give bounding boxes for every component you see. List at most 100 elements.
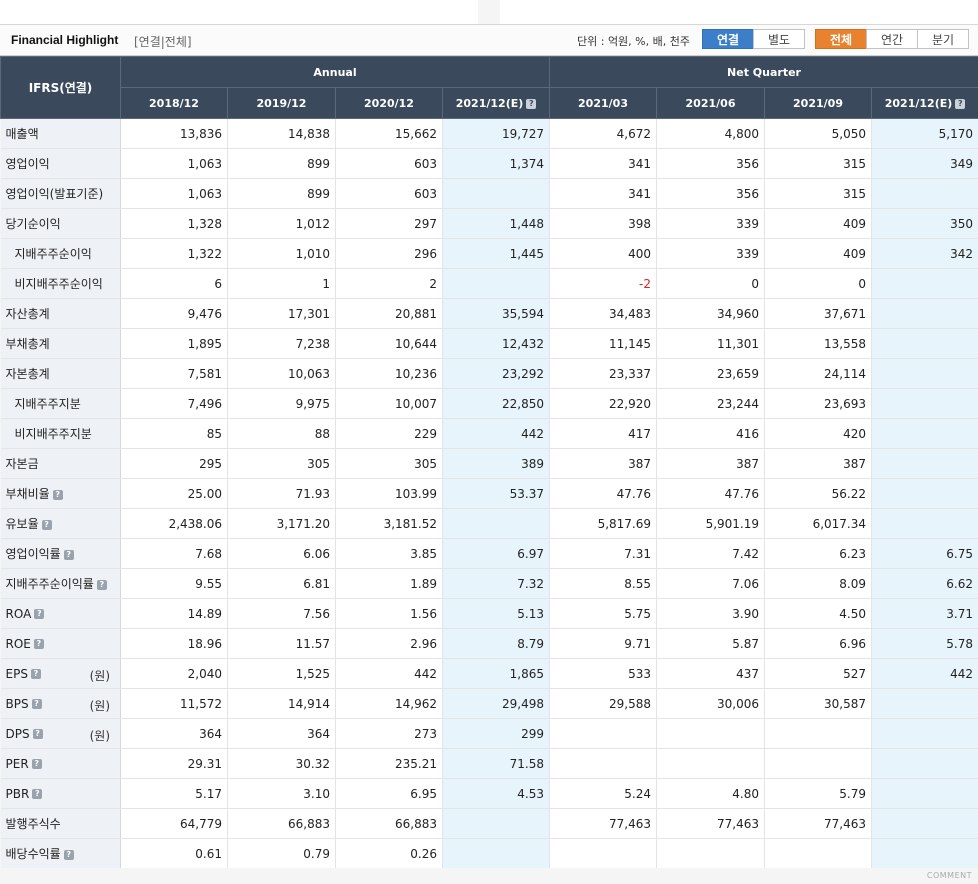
column-header-label: 2020/12 (364, 96, 414, 110)
row-label-cell: 지배주주지분 (0, 388, 121, 419)
value-cell: 4.53 (442, 778, 551, 809)
table-row: 영업이익률? 7.68 6.06 3.85 6.97 7.31 7.42 6.23 6.75 (0, 538, 978, 569)
value-cell (656, 718, 766, 749)
table-row: 지배주주순이익률? 9.55 6.81 1.89 7.32 8.55 7.06 8.09 6.6… (0, 568, 978, 599)
column-header: 2021/06 (656, 87, 766, 119)
help-icon[interactable]: ? (32, 729, 43, 739)
column-header: 2018/12 (120, 87, 228, 119)
value-cell: 24,114 (764, 358, 873, 389)
table-row: 자본금 295 305 305 389 387 387 387 (0, 448, 978, 479)
annual-button[interactable]: 연간 (866, 29, 918, 49)
help-icon[interactable]: ? (30, 669, 41, 679)
separate-button[interactable]: 별도 (753, 29, 805, 49)
value-cell: 387 (656, 448, 766, 479)
help-icon[interactable]: ? (33, 639, 44, 649)
value-cell: 8.79 (442, 628, 551, 659)
value-cell (871, 718, 978, 749)
value-cell (549, 718, 658, 749)
help-icon[interactable]: ? (63, 849, 74, 860)
help-icon[interactable]: ? (34, 609, 45, 619)
row-label: 자산총계 (5, 307, 50, 321)
value-cell: 1,328 (120, 208, 228, 239)
value-cell: 1,374 (442, 148, 551, 179)
help-icon[interactable]: ? (31, 699, 42, 709)
all-button[interactable]: 전체 (815, 29, 867, 49)
value-cell: 103.99 (335, 478, 443, 509)
help-icon[interactable]: ? (526, 98, 537, 109)
help-icon[interactable]: ? (955, 98, 966, 109)
value-cell: 11.57 (227, 628, 336, 659)
value-cell: 13,836 (120, 118, 228, 149)
value-cell: 34,960 (656, 298, 766, 329)
value-cell: 4,800 (656, 118, 766, 149)
value-cell (871, 358, 978, 389)
help-icon[interactable]: ? (41, 519, 52, 530)
value-cell (442, 178, 551, 209)
row-unit: (원) (89, 729, 110, 743)
value-cell: 341 (549, 148, 658, 179)
table-row: 배당수익률? 0.61 0.79 0.26 (0, 838, 978, 869)
value-cell: 7,238 (227, 328, 336, 359)
value-cell: 229 (335, 418, 443, 449)
value-cell: 37,671 (764, 298, 873, 329)
consolidated-button[interactable]: 연결 (702, 29, 754, 49)
table-row: 자산총계 9,476 17,301 20,881 35,594 34,483 34,960 3… (0, 298, 978, 329)
help-icon[interactable]: ? (96, 579, 107, 590)
value-cell: 4,672 (549, 118, 658, 149)
table-row: 비지배주주지분 85 88 229 442 417 416 420 (0, 418, 978, 449)
help-icon[interactable]: ? (63, 549, 74, 560)
row-label: 자본금 (5, 457, 39, 471)
column-header-label: 2021/06 (685, 96, 736, 110)
value-cell: 13,558 (764, 328, 873, 359)
value-cell: 7,581 (120, 358, 228, 389)
row-label-cell: 영업이익 (0, 148, 121, 179)
quarter-button[interactable]: 분기 (917, 29, 969, 49)
value-cell: 7.42 (656, 538, 766, 569)
section-title: Financial Highlight (11, 33, 119, 47)
value-cell: 14,962 (335, 688, 443, 719)
value-cell: 5.75 (549, 598, 658, 629)
column-header: 2021/12(E)? (871, 87, 978, 119)
value-cell: 417 (549, 418, 658, 449)
value-cell: 9.55 (120, 568, 228, 599)
value-cell: 6.95 (335, 778, 443, 809)
table-body: 매출액 13,836 14,838 15,662 19,727 4,672 4,800 5,0… (0, 118, 978, 869)
help-icon[interactable]: ? (32, 789, 43, 799)
table-row: 부채총계 1,895 7,238 10,644 12,432 11,145 11,301 13… (0, 328, 978, 359)
table-row: 지배주주지분 7,496 9,975 10,007 22,850 22,920 23,244… (0, 388, 978, 419)
value-cell: 10,063 (227, 358, 336, 389)
comment-link[interactable]: COMMENT (926, 871, 972, 880)
value-cell: 71.58 (442, 748, 551, 779)
value-cell: 71.93 (227, 478, 336, 509)
value-cell: 299 (442, 718, 551, 749)
row-label: 매출액 (5, 127, 39, 141)
value-cell: 53.37 (442, 478, 551, 509)
column-header: 2021/12(E)? (441, 87, 551, 119)
row-label-cell: DPS? (원) (0, 718, 121, 749)
value-cell: 77,463 (656, 808, 766, 839)
value-cell: 339 (656, 238, 766, 269)
value-cell: 5,901.19 (656, 508, 766, 539)
value-cell: 5.79 (764, 778, 873, 809)
table-row: 매출액 13,836 14,838 15,662 19,727 4,672 4,800 5,0… (0, 118, 978, 149)
table-row: PBR? 5.17 3.10 6.95 4.53 5.24 4.80 5.79 (0, 778, 978, 809)
value-cell (442, 838, 551, 869)
value-cell: 9.71 (549, 628, 658, 659)
help-icon[interactable]: ? (52, 489, 63, 500)
value-cell (871, 808, 978, 839)
value-cell: 15,662 (335, 118, 443, 149)
value-cell: 1.89 (335, 568, 443, 599)
row-label: 지배주주순이익 (14, 247, 92, 261)
value-cell: 10,236 (335, 358, 443, 389)
section-subtitle: [연결|전체] (134, 35, 192, 49)
value-cell (442, 508, 551, 539)
column-header: 2021/03 (549, 87, 658, 119)
value-cell (656, 748, 766, 779)
help-icon[interactable]: ? (31, 759, 42, 769)
value-cell: 9,476 (120, 298, 228, 329)
value-cell: 5.13 (442, 598, 551, 629)
value-cell (764, 748, 873, 779)
value-cell: 11,145 (549, 328, 658, 359)
row-label-cell: 영업이익(발표기준) (0, 178, 121, 209)
table-row: 발행주식수 64,779 66,883 66,883 77,463 77,463 77,46… (0, 808, 978, 839)
